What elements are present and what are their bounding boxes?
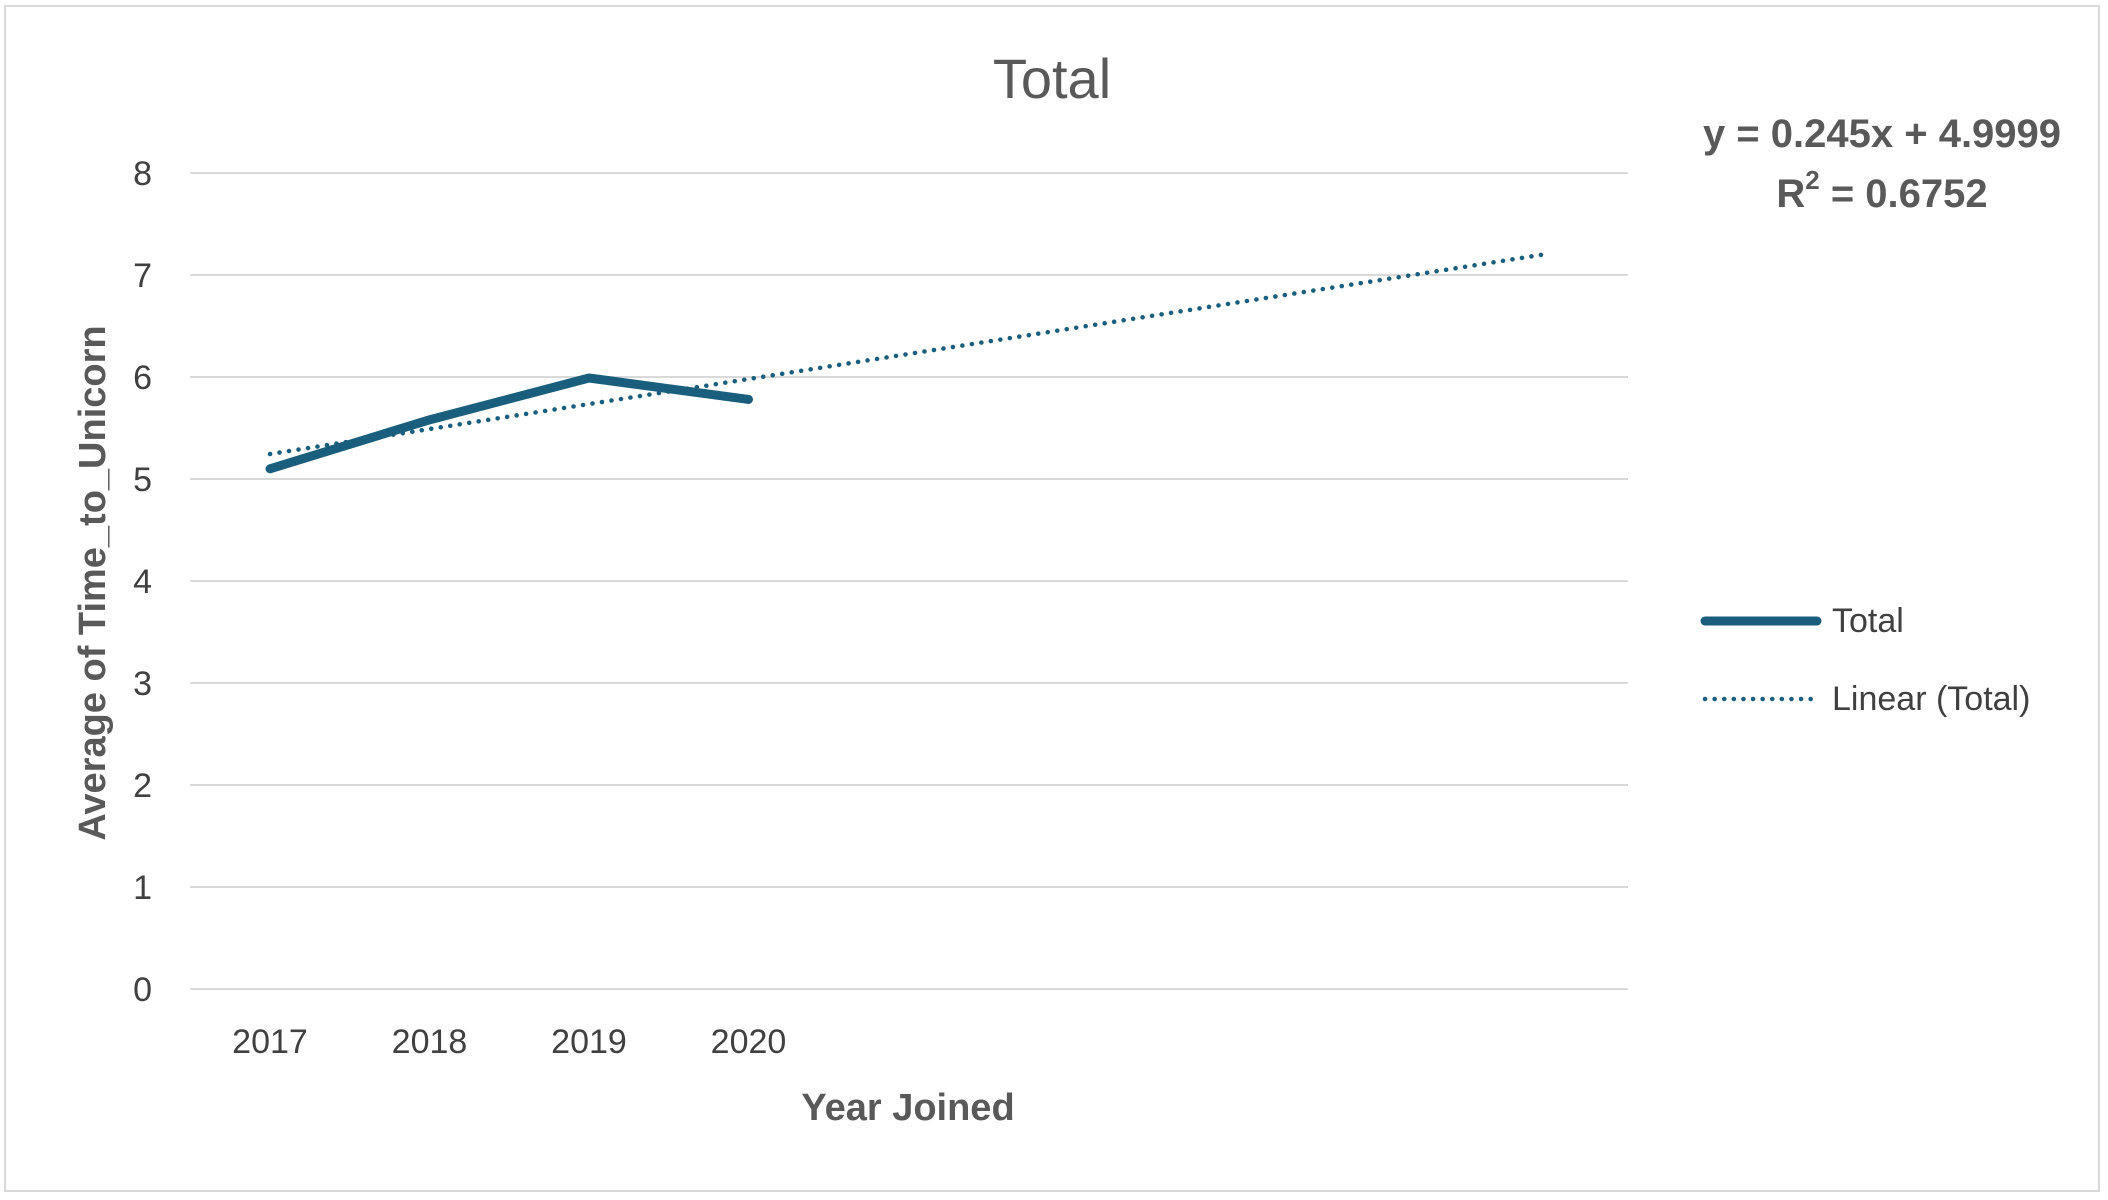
r2-prefix: R [1776,172,1805,216]
trendline-equation: y = 0.245x + 4.9999 [1703,112,2061,156]
trendline-linear-total [267,251,1549,457]
y-tick-3: 3 [133,665,152,703]
y-tick-8: 8 [133,155,152,193]
legend: Total Linear (Total) [1700,602,2030,718]
x-tick-2020: 2020 [711,1023,787,1061]
y-tick-0: 0 [133,971,152,1009]
chart-frame [4,5,2100,1192]
chart-title: Total [993,47,1111,110]
x-tick-2018: 2018 [392,1023,468,1061]
legend-label-linear-total: Linear (Total) [1832,680,2030,718]
y-tick-1: 1 [133,869,152,907]
y-tick-2: 2 [133,767,152,805]
gridlines [190,172,1628,990]
trendline-r2: R2 = 0.6752 [1776,165,1987,216]
y-tick-6: 6 [133,359,152,397]
y-tick-labels: 0 1 2 3 4 5 6 7 8 [133,155,152,1009]
x-axis-title: Year Joined [801,1087,1014,1129]
x-tick-2017: 2017 [232,1023,308,1061]
y-tick-7: 7 [133,257,152,295]
y-tick-5: 5 [133,461,152,499]
x-tick-labels: 2017 2018 2019 2020 [232,1023,786,1061]
r2-value: = 0.6752 [1820,172,1988,216]
y-tick-4: 4 [133,563,152,601]
r2-superscript: 2 [1805,165,1819,195]
series-line-total [265,373,753,474]
y-axis-title: Average of Time_to_Unicorn [72,325,114,840]
x-tick-2019: 2019 [551,1023,627,1061]
series-points [269,377,749,469]
legend-label-total: Total [1832,602,1904,640]
